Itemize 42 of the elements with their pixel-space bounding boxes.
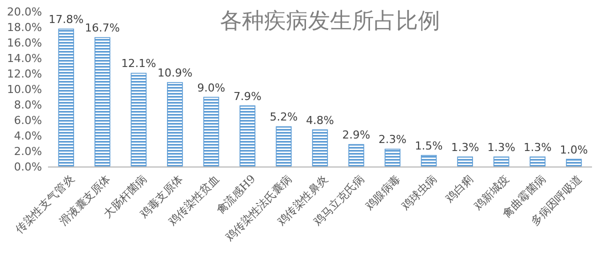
data-label: 5.2% bbox=[270, 110, 298, 124]
bar bbox=[203, 96, 220, 168]
x-tick-label: 鸡球虫病 bbox=[398, 172, 440, 214]
bar bbox=[348, 144, 364, 168]
data-label: 7.9% bbox=[233, 90, 262, 103]
data-label: 1.3% bbox=[451, 140, 480, 154]
data-label: 1.0% bbox=[560, 143, 588, 156]
y-tick-label: 4.0% bbox=[14, 130, 42, 142]
y-tick-label: 6.0% bbox=[14, 114, 42, 127]
y-tick-label: 18.0% bbox=[7, 21, 42, 34]
bar bbox=[58, 28, 74, 168]
y-tick-label: 0.0% bbox=[14, 160, 42, 174]
data-label: 2.3% bbox=[378, 133, 407, 146]
chart-title: 各种疾病发生所占比例 bbox=[220, 9, 440, 34]
data-label: 10.9% bbox=[157, 66, 192, 80]
bar bbox=[530, 156, 546, 168]
data-label: 9.0% bbox=[197, 81, 226, 94]
bar bbox=[312, 129, 328, 168]
y-tick-label: 8.0% bbox=[14, 98, 42, 112]
y-tick-label: 14.0% bbox=[7, 52, 42, 65]
data-label: 1.3% bbox=[524, 140, 552, 154]
y-tick-label: 10.0% bbox=[7, 83, 42, 96]
bar bbox=[94, 37, 110, 168]
bar bbox=[276, 126, 292, 168]
data-label: 16.7% bbox=[84, 22, 120, 35]
data-label: 12.1% bbox=[121, 57, 156, 70]
y-tick-label: 20.0% bbox=[7, 6, 42, 18]
bar bbox=[493, 156, 510, 168]
bar bbox=[457, 156, 473, 168]
bar bbox=[420, 154, 437, 168]
data-label: 1.5% bbox=[414, 139, 443, 152]
bar bbox=[384, 148, 400, 168]
y-tick-label: 16.0% bbox=[7, 36, 42, 50]
bar bbox=[130, 72, 147, 168]
y-tick-label: 2.0% bbox=[14, 145, 42, 158]
data-label: 4.8% bbox=[306, 114, 334, 127]
bar bbox=[240, 105, 256, 168]
data-label: 2.9% bbox=[342, 128, 370, 142]
data-label: 17.8% bbox=[48, 13, 84, 26]
y-tick-label: 12.0% bbox=[7, 68, 42, 80]
data-label: 1.3% bbox=[487, 140, 516, 154]
bar bbox=[167, 82, 183, 168]
